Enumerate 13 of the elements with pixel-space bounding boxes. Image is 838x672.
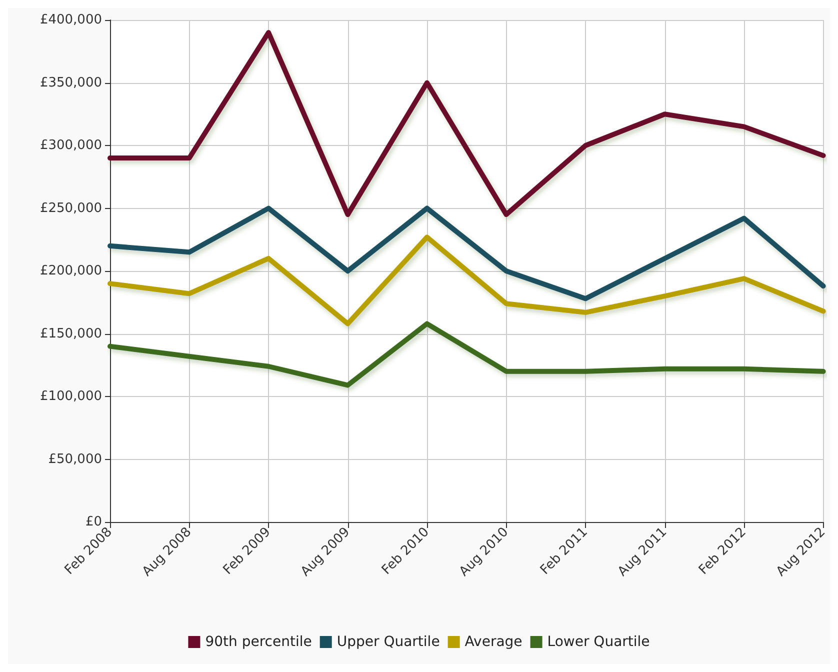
y-tick-label: £200,000 xyxy=(40,264,102,278)
y-tick-label: £300,000 xyxy=(40,138,102,153)
y-tick-label: £350,000 xyxy=(40,75,102,90)
legend-label: Average xyxy=(464,634,522,650)
legend-label: Upper Quartile xyxy=(336,634,440,650)
y-tick-label: £100,000 xyxy=(40,389,102,404)
legend-label: 90th percentile xyxy=(205,634,312,650)
y-tick-label: £0 xyxy=(85,514,102,530)
y-tick-label: £250,000 xyxy=(40,200,102,216)
y-tick-label: £400,000 xyxy=(40,12,102,28)
legend-label: Lower Quartile xyxy=(547,634,650,650)
y-tick-label: £50,000 xyxy=(48,452,102,467)
y-tick-label: £150,000 xyxy=(40,326,102,342)
